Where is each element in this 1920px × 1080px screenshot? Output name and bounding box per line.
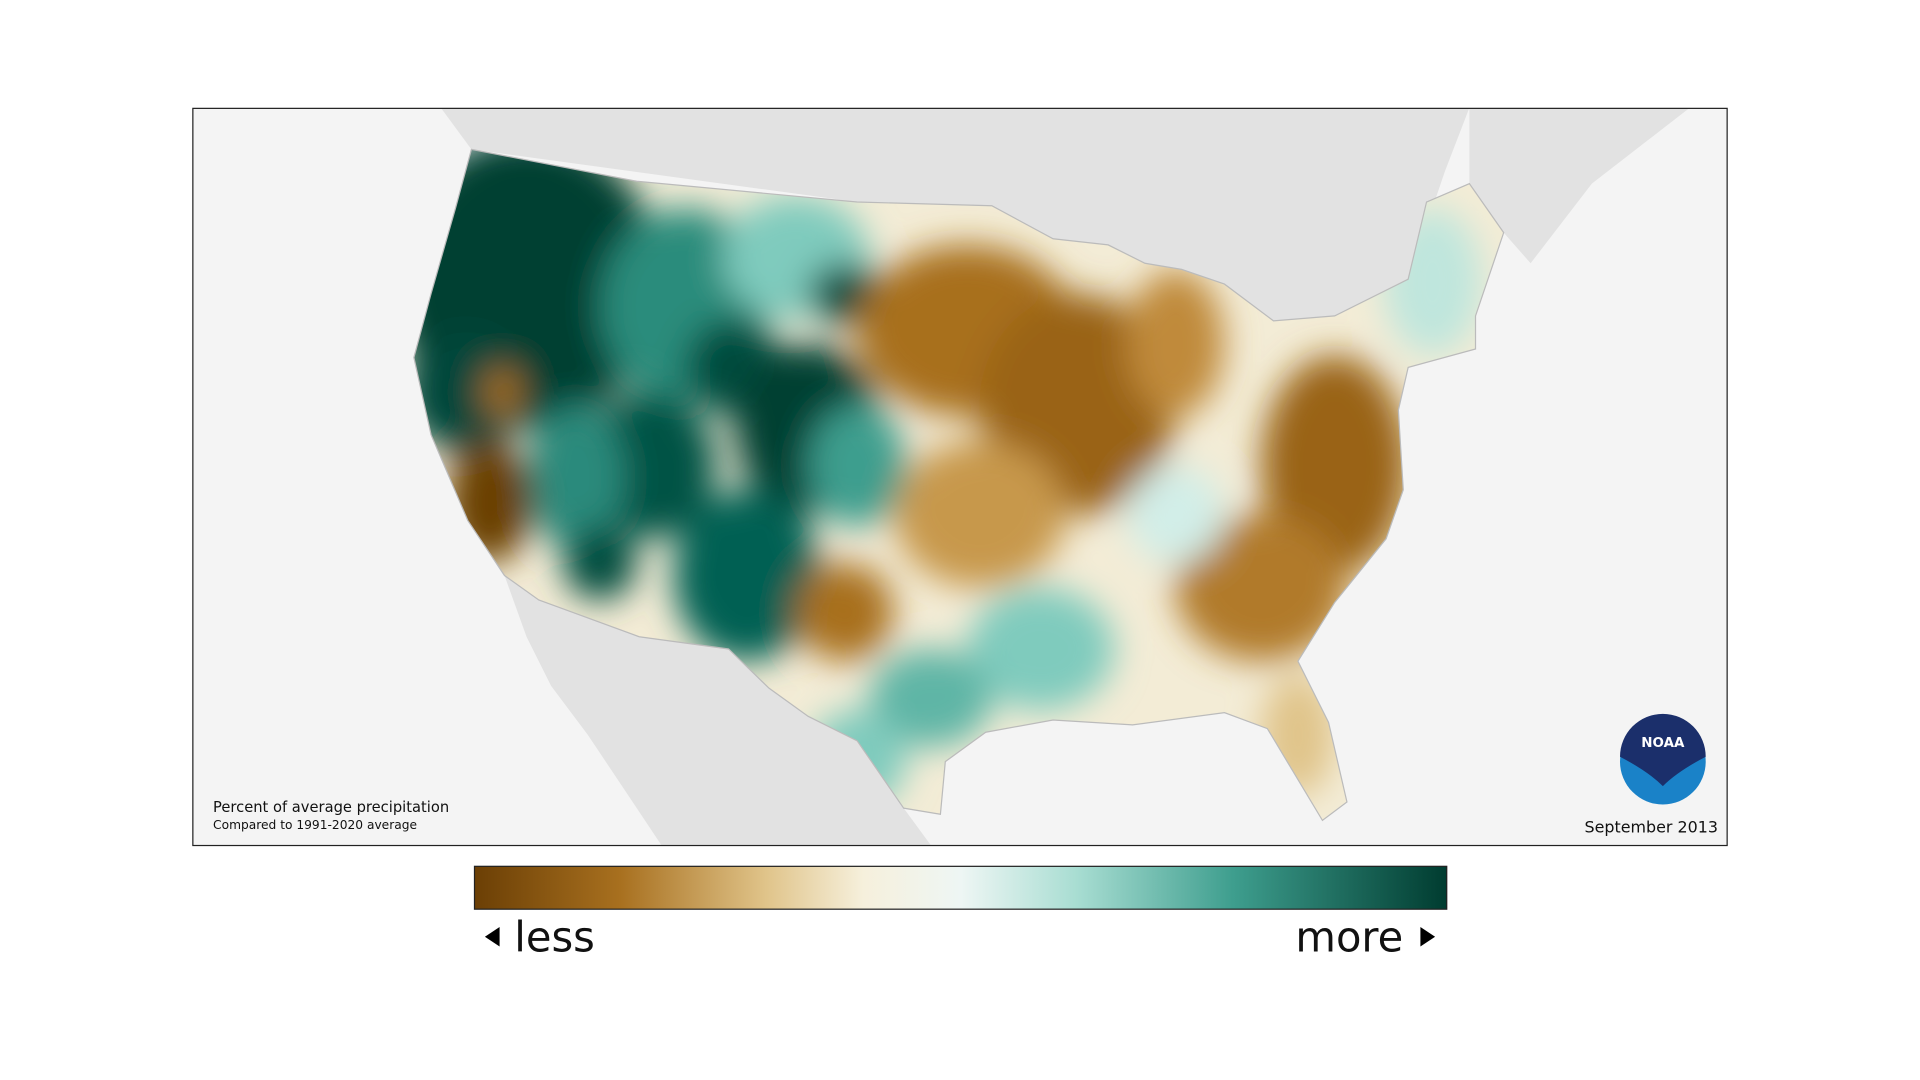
note-subtitle: Compared to 1991-2020 average bbox=[213, 818, 417, 832]
canada-east bbox=[1469, 107, 1690, 264]
more-arrow bbox=[1420, 926, 1436, 947]
mexico bbox=[504, 575, 931, 845]
logo-text: NOAA bbox=[1641, 736, 1685, 751]
map-area: Percent of average precipitation Compare… bbox=[192, 107, 1727, 845]
low-label: less bbox=[514, 912, 595, 961]
colorbar bbox=[473, 865, 1448, 910]
map-frame bbox=[192, 107, 1728, 847]
noaa-logo: NOAA bbox=[1620, 713, 1706, 805]
less-arrow bbox=[484, 926, 500, 947]
note-title: Percent of average precipitation bbox=[213, 799, 449, 816]
precipitation-field bbox=[413, 149, 1504, 821]
high-label: more bbox=[1295, 912, 1403, 961]
date-label: September 2013 bbox=[1584, 818, 1717, 837]
